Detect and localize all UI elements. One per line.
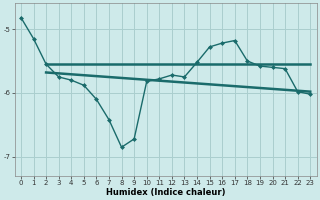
- X-axis label: Humidex (Indice chaleur): Humidex (Indice chaleur): [106, 188, 225, 197]
